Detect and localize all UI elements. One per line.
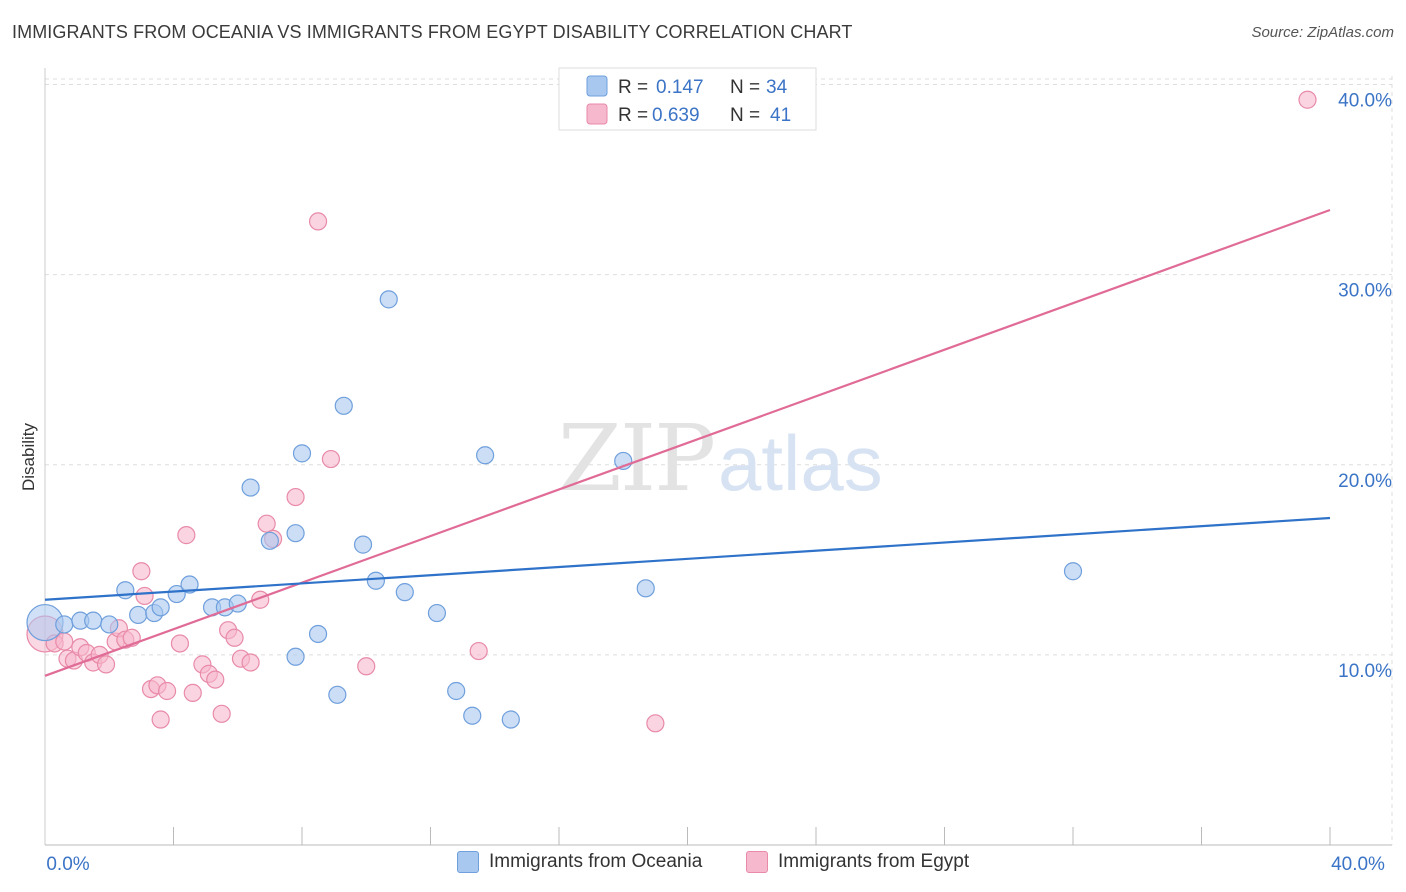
egypt-point [177,526,196,545]
x-tick-label-max: 40.0% [1331,854,1385,875]
oceania-point [100,615,119,634]
watermark-zip: ZIP [558,405,714,512]
grid-lines [45,76,1393,845]
legend-r-label-oceania: R = [618,77,648,98]
legend-label-oceania: Immigrants from Oceania [489,851,703,872]
egypt-point [225,628,244,647]
egypt-point [55,632,74,651]
oceania-point [292,444,312,463]
oceania-point [379,290,398,309]
oceania-point [476,446,495,465]
oceania-point [84,611,103,630]
oceania-point [366,571,385,590]
legend-swatch-oceania [586,75,608,97]
legend-n-value-egypt: 41 [770,105,791,126]
oceania-point [286,647,305,666]
oceania-point [1063,562,1083,581]
axes [44,68,1392,846]
egypt-point [1298,90,1317,109]
egypt-point [257,514,276,533]
y-axis-label: Disability [19,422,38,491]
x-tick-label-min: 0.0% [46,854,89,875]
y-tick-label-0: 10.0% [1338,661,1392,682]
stats-legend: R = 0.147 N = 34 R = 0.639 N = 41 [558,67,817,131]
watermark-atlas: atlas [718,419,883,507]
egypt-point [183,683,202,703]
legend-swatch-egypt-bottom [746,851,768,873]
egypt-point [241,653,260,672]
trend-lines [44,208,1331,677]
egypt-point [646,714,665,733]
oceania-trend-line [44,516,1331,601]
egypt-point [212,704,231,723]
oceania-points [26,290,1083,729]
oceania-point [55,615,74,634]
oceania-point [116,581,135,600]
oceania-point [427,603,447,623]
y-tick-label-1: 20.0% [1338,471,1392,492]
oceania-point [167,584,186,604]
x-tick-labels: 0.0% 40.0% [46,854,1385,875]
oceania-point [636,579,655,598]
oceania-point [180,575,199,594]
legend-swatch-egypt [586,103,608,125]
legend-label-egypt: Immigrants from Egypt [778,851,970,872]
egypt-point [135,586,154,606]
source-attribution: Source: ZipAtlas.com [1251,24,1394,41]
legend-item-egypt: Immigrants from Egypt [746,851,969,873]
egypt-point [321,449,341,469]
oceania-point [129,605,148,625]
legend-r-value-egypt: 0.639 [652,105,700,126]
legend-n-label-oceania: N = [730,77,760,98]
oceania-point [334,396,353,415]
legend-item-oceania: Immigrants from Oceania [457,851,702,873]
legend-r-value-oceania: 0.147 [656,77,704,98]
oceania-point [395,583,414,602]
egypt-point [308,212,328,231]
oceania-point [308,624,328,644]
oceania-point [328,685,347,704]
egypt-point [286,487,305,507]
egypt-point [469,641,488,661]
oceania-point [353,535,373,554]
watermark: ZIP atlas [558,405,883,512]
egypt-point [157,681,177,701]
egypt-point [132,562,151,581]
oceania-point [501,710,520,729]
legend-n-value-oceania: 34 [766,77,788,98]
y-tick-label-3: 40.0% [1338,91,1392,112]
chart-title: IMMIGRANTS FROM OCEANIA VS IMMIGRANTS FR… [12,22,853,42]
legend-swatch-oceania-bottom [457,851,479,873]
y-tick-labels: 10.0% 20.0% 30.0% 40.0% [1338,91,1392,682]
oceania-point [151,598,170,617]
oceania-point [241,478,260,497]
egypt-point [206,670,225,689]
legend-r-label-egypt: R = [618,105,648,126]
egypt-point [96,655,116,674]
egypt-point [151,710,170,729]
oceania-point [447,681,466,701]
egypt-point [357,657,376,676]
egypt-trend-line [44,208,1331,677]
oceania-point [286,524,305,543]
egypt-point [170,634,190,653]
legend-n-label-egypt: N = [730,105,760,126]
oceania-point [260,531,279,550]
y-tick-label-2: 30.0% [1338,281,1392,302]
oceania-point [463,706,482,725]
series-legend: Immigrants from Oceania Immigrants from … [0,851,1406,879]
